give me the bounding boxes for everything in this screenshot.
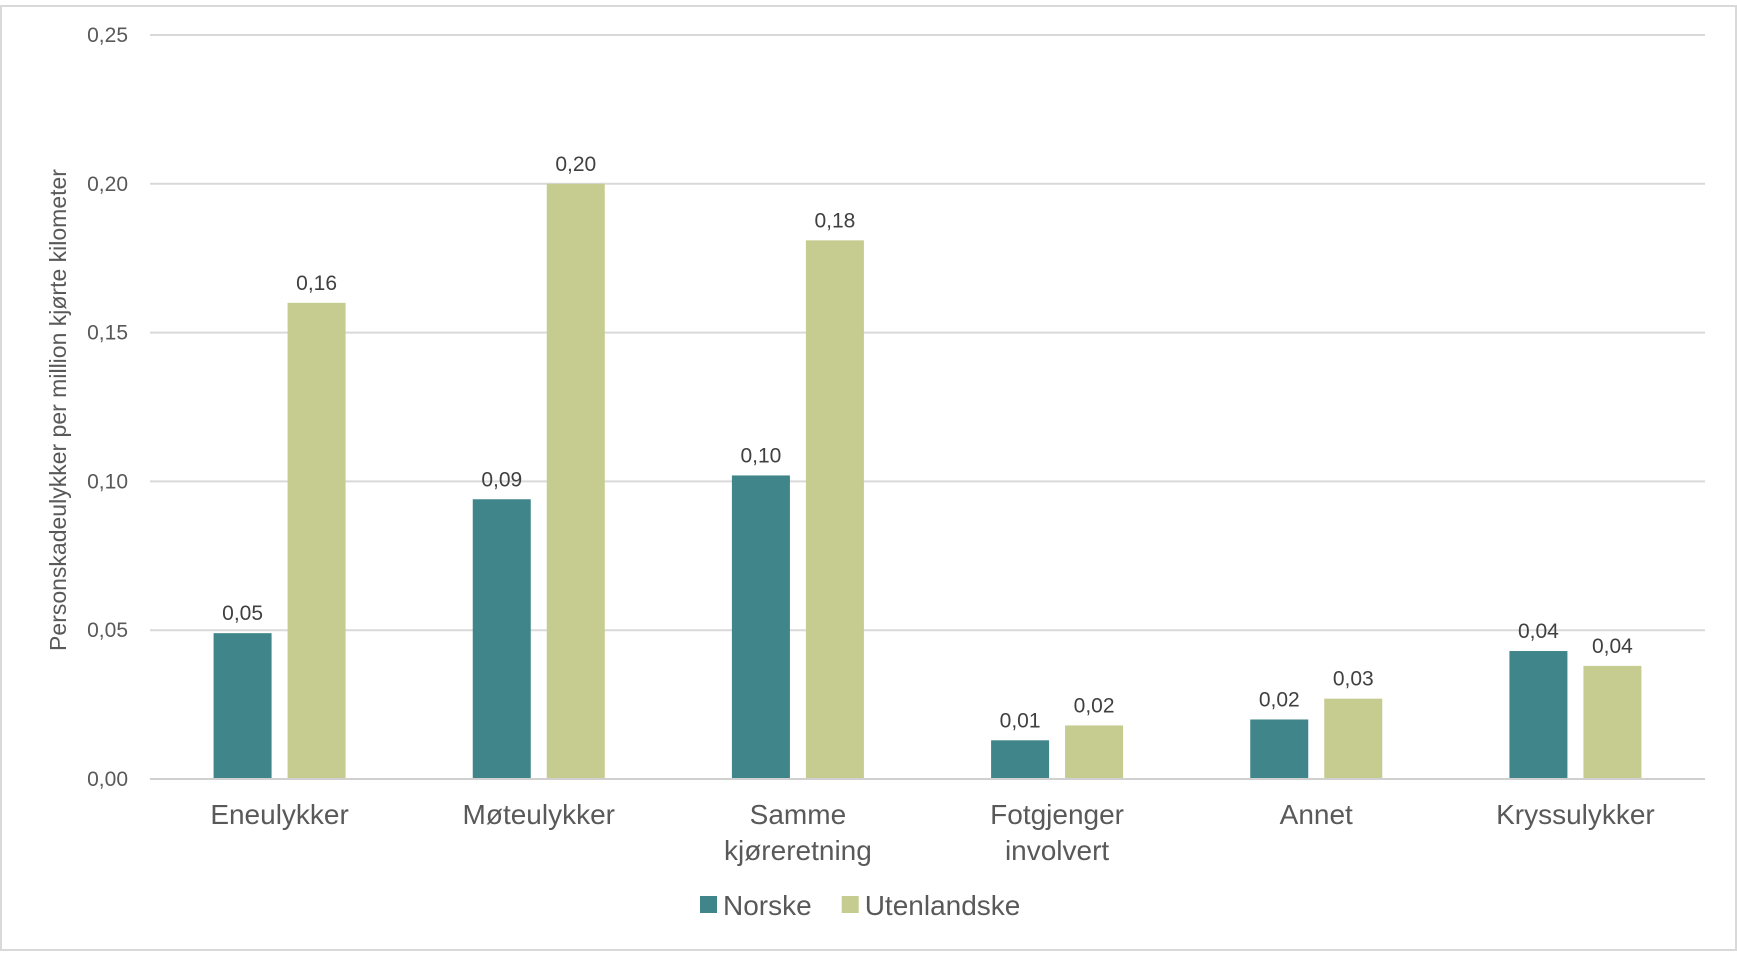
bar-utenlandske bbox=[546, 183, 605, 780]
data-labels: 0,05 0,16 0,09 0,20 0,10 0,18 0,01 0,02 0,02 0,03… bbox=[222, 153, 1633, 733]
y-tick-label: 0,25 bbox=[87, 24, 128, 47]
data-label: 0,20 bbox=[555, 153, 596, 176]
y-tick-label: 0,15 bbox=[87, 322, 128, 345]
data-label: 0,04 bbox=[1592, 635, 1633, 658]
gridlines bbox=[150, 34, 1705, 632]
y-tick-label: 0,00 bbox=[87, 768, 128, 791]
x-tick-label: involvert bbox=[1005, 835, 1109, 866]
bar-utenlandske bbox=[805, 240, 864, 779]
legend: Norske Utenlandske bbox=[700, 890, 1020, 921]
x-axis-ticks: Eneulykker Møteulykker Samme kjøreretning Fo… bbox=[210, 799, 1654, 866]
legend-label: Norske bbox=[723, 890, 812, 921]
legend-item-utenlandske: Utenlandske bbox=[841, 890, 1021, 921]
bar-norske bbox=[472, 499, 531, 779]
data-label: 0,02 bbox=[1259, 688, 1300, 711]
legend-item-norske: Norske bbox=[700, 890, 812, 921]
y-tick-label: 0,20 bbox=[87, 173, 128, 196]
x-tick-label: Eneulykker bbox=[210, 799, 349, 830]
bar-norske bbox=[213, 633, 272, 779]
x-tick-label: Møteulykker bbox=[463, 799, 615, 830]
data-label: 0,03 bbox=[1333, 668, 1374, 691]
y-axis-ticks: 0,00 0,05 0,10 0,15 0,20 0,25 bbox=[87, 24, 128, 791]
bar-norske bbox=[1250, 719, 1309, 779]
data-label: 0,18 bbox=[814, 209, 855, 232]
data-label: 0,01 bbox=[1000, 709, 1041, 732]
x-tick-label: Samme bbox=[750, 799, 846, 830]
x-tick-label: kjøreretning bbox=[724, 835, 872, 866]
bar-norske bbox=[1509, 651, 1568, 779]
x-tick-label: Kryssulykker bbox=[1496, 799, 1655, 830]
bar-utenlandske bbox=[1583, 665, 1642, 779]
bar-utenlandske bbox=[1324, 698, 1383, 779]
data-label: 0,09 bbox=[481, 468, 522, 491]
legend-label: Utenlandske bbox=[865, 890, 1021, 921]
bar-utenlandske bbox=[1065, 725, 1124, 779]
bars bbox=[213, 183, 1642, 780]
x-tick-label: Fotgjenger bbox=[990, 799, 1124, 830]
y-tick-label: 0,05 bbox=[87, 619, 128, 642]
data-label: 0,10 bbox=[740, 444, 781, 467]
legend-swatch bbox=[700, 896, 717, 913]
data-label: 0,05 bbox=[222, 602, 263, 625]
bar-utenlandske bbox=[287, 302, 346, 779]
data-label: 0,16 bbox=[296, 272, 337, 295]
bar-norske bbox=[991, 740, 1050, 779]
data-label: 0,04 bbox=[1518, 620, 1559, 643]
y-tick-label: 0,10 bbox=[87, 470, 128, 493]
data-label: 0,02 bbox=[1074, 694, 1115, 717]
legend-swatch bbox=[841, 896, 859, 913]
x-tick-label: Annet bbox=[1280, 799, 1353, 830]
y-axis-title: Personskadeulykker per million kjørte ki… bbox=[45, 169, 71, 651]
bar-norske bbox=[731, 475, 790, 779]
